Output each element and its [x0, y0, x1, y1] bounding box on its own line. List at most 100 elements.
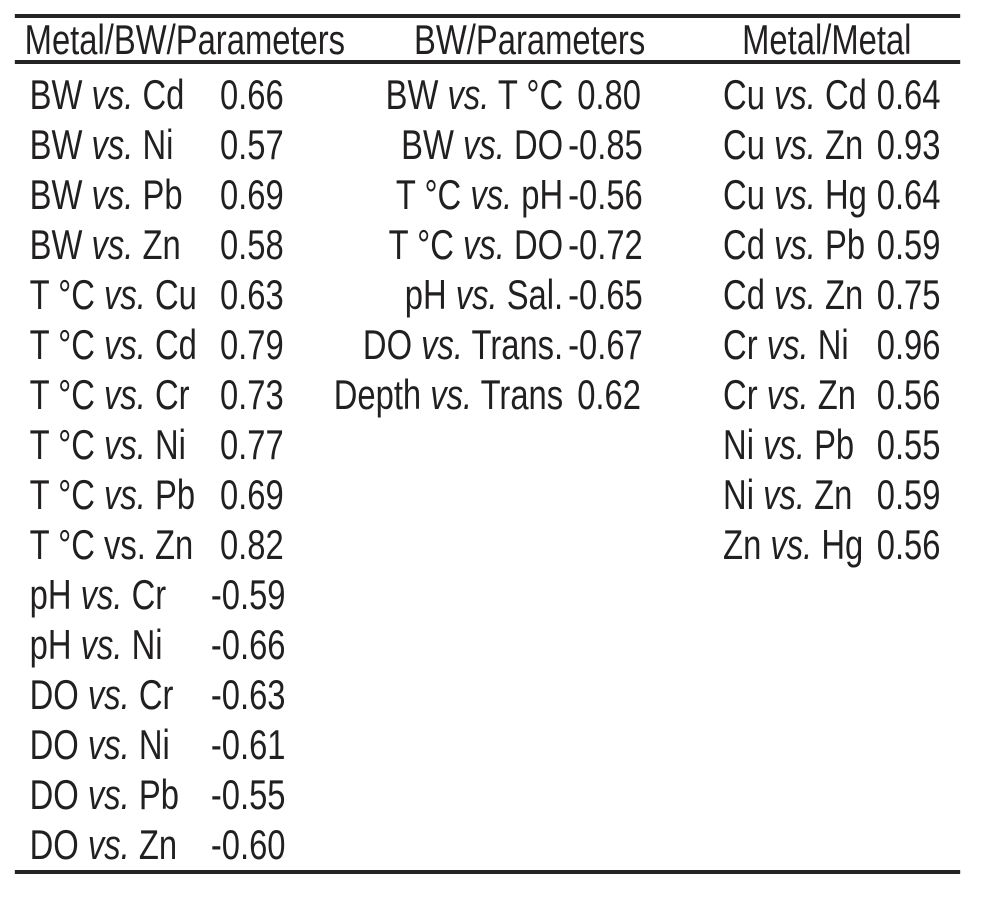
column-header-bw-parameters: BW/Parameters: [414, 16, 646, 63]
vs-abbreviation: vs.: [763, 421, 805, 468]
vs-abbreviation: vs.: [463, 221, 505, 268]
correlation-value: 0.82: [219, 521, 284, 568]
pair-label: pH vs. Sal.: [296, 270, 577, 320]
pair-label: T °C vs. Ni: [30, 420, 220, 470]
pair-label: Cu vs. Cd: [723, 70, 877, 120]
correlation-value: 0.56: [876, 521, 941, 568]
vs-abbreviation: vs.: [766, 371, 809, 418]
correlation-value: 0.59: [876, 471, 941, 518]
pair-right: DO: [504, 221, 564, 268]
correlation-value: -0.65: [568, 271, 643, 318]
correlation-value: -0.60: [210, 821, 286, 868]
pair-right: Pb: [133, 171, 183, 218]
correlation-value: 0.62: [577, 371, 641, 418]
pair-left: Cu: [723, 171, 775, 218]
pair-label: BW vs. Cd: [30, 70, 220, 120]
correlation-value: 0.57: [219, 121, 284, 168]
pair-left: DO: [29, 821, 88, 868]
pair-label: Cr vs. Zn: [723, 370, 877, 420]
vs-abbreviation: vs.: [770, 521, 813, 568]
pair-left: BW: [29, 121, 92, 168]
table-rule-top: [14, 14, 961, 18]
column-header-metal-metal: Metal/Metal: [742, 16, 912, 63]
pair-left: BW: [29, 171, 92, 218]
correlation-value: 0.69: [219, 171, 284, 218]
vs-abbreviation: vs.: [774, 121, 816, 168]
correlation-value: 0.75: [876, 271, 941, 318]
pair-right: Pb: [815, 221, 866, 268]
correlation-value: 0.58: [219, 221, 284, 268]
pair-right: Cd: [815, 71, 867, 118]
pair-label: Ni vs. Pb: [723, 420, 877, 470]
pair-right: Hg: [815, 171, 867, 218]
pair-label: DO vs. Pb: [30, 770, 220, 820]
pair-label: Cd vs. Pb: [723, 220, 877, 270]
pair-left: Cu: [723, 121, 775, 168]
vs-abbreviation: vs.: [774, 171, 816, 218]
pair-label: T °C vs. Cd: [30, 320, 220, 370]
pair-label: T °C vs. DO: [296, 220, 577, 270]
pair-left: Cr: [723, 321, 767, 368]
vs-abbreviation: vs.: [104, 521, 146, 568]
vs-abbreviation: vs.: [80, 571, 123, 618]
pair-label: DO vs. Cr: [30, 670, 220, 720]
pair-label: T °C vs. Zn: [30, 520, 220, 570]
pair-left: Cu: [723, 71, 775, 118]
correlation-value: -0.56: [568, 171, 643, 218]
pair-left: T °C: [29, 371, 105, 418]
correlation-value: 0.59: [876, 221, 941, 268]
pair-left: T °C: [395, 171, 471, 218]
vs-abbreviation: vs.: [430, 371, 473, 418]
pair-left: pH: [29, 621, 81, 668]
column-group-metal-bw-parameters: BW vs. Cd 0.66 BW vs. Ni 0.57 BW vs. Pb 0.69 B…: [30, 70, 314, 870]
vs-abbreviation: vs.: [763, 471, 805, 518]
vs-abbreviation: vs.: [87, 821, 130, 868]
pair-label: Cd vs. Zn: [723, 270, 877, 320]
pair-right: Pb: [804, 421, 855, 468]
pair-left: BW: [401, 121, 464, 168]
vs-abbreviation: vs.: [104, 271, 146, 318]
pair-label: Ni vs. Zn: [723, 470, 877, 520]
vs-abbreviation: vs.: [87, 771, 130, 818]
pair-right: Ni: [122, 621, 163, 668]
vs-abbreviation: vs.: [87, 721, 130, 768]
pair-label: BW vs. Pb: [30, 170, 220, 220]
pair-left: pH: [29, 571, 81, 618]
pair-right: Zn: [815, 121, 864, 168]
vs-abbreviation: vs.: [87, 671, 130, 718]
correlation-value: 0.66: [219, 71, 284, 118]
pair-right: Cd: [145, 321, 197, 368]
correlation-value: -0.72: [568, 221, 643, 268]
pair-left: T °C: [29, 271, 105, 318]
pair-left: BW: [385, 71, 448, 118]
vs-abbreviation: vs.: [455, 271, 498, 318]
pair-right: Cr: [129, 671, 174, 718]
pair-label: T °C vs. Pb: [30, 470, 220, 520]
pair-left: Ni: [723, 421, 764, 468]
correlation-value: 0.64: [876, 71, 941, 118]
pair-left: pH: [404, 271, 456, 318]
correlation-value: 0.93: [876, 121, 941, 168]
pair-left: DO: [29, 721, 88, 768]
correlation-value: 0.69: [219, 471, 284, 518]
pair-left: Cd: [723, 221, 775, 268]
correlation-value: 0.77: [219, 421, 284, 468]
vs-abbreviation: vs.: [766, 321, 809, 368]
pair-right: Trans.: [463, 321, 564, 368]
table-rule-bottom: [14, 870, 961, 874]
pair-left: BW: [29, 221, 92, 268]
pair-right: Zn: [815, 271, 864, 318]
pair-label: T °C vs. Cr: [30, 370, 220, 420]
pair-left: DO: [29, 771, 88, 818]
vs-abbreviation: vs.: [91, 121, 134, 168]
correlation-value: 0.79: [219, 321, 284, 368]
vs-abbreviation: vs.: [447, 71, 490, 118]
pair-right: Cu: [145, 271, 197, 318]
pair-left: T °C: [29, 521, 105, 568]
vs-abbreviation: vs.: [421, 321, 464, 368]
pair-right: Pb: [129, 771, 179, 818]
pair-right: Ni: [133, 121, 174, 168]
pair-right: Sal.: [497, 271, 564, 318]
